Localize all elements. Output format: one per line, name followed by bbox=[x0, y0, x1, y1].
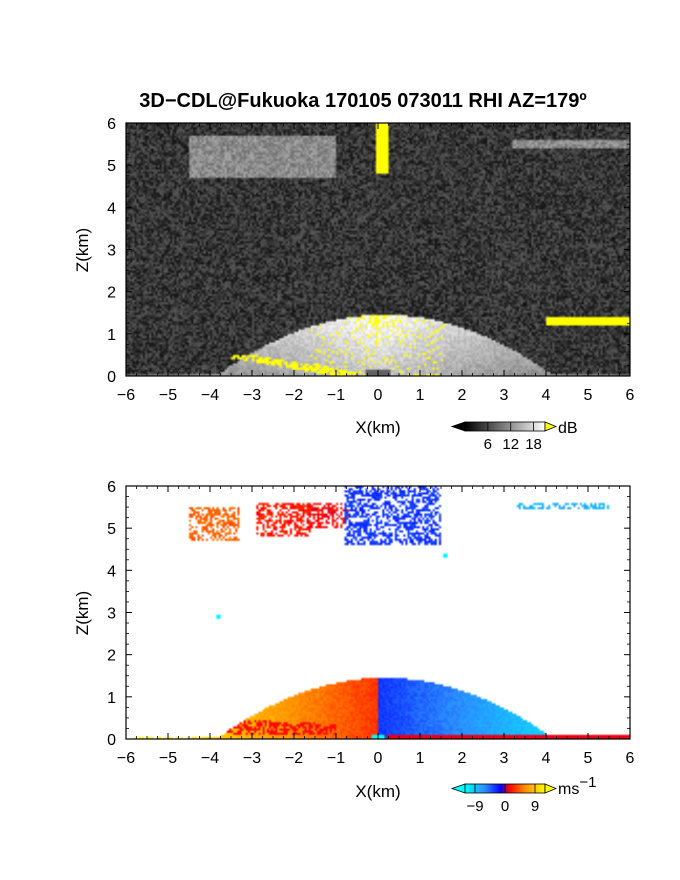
x-axis-label: X(km) bbox=[355, 782, 400, 801]
y-axis-label: Z(km) bbox=[73, 591, 92, 635]
x-tick-label: 4 bbox=[542, 750, 551, 767]
y-tick-label: 3 bbox=[107, 606, 116, 623]
axis-ticks: −6 −5 −4 −3 −2 −1 0 1 2 3 4 5 6 0 1 2 3 4 5 6 bbox=[107, 116, 634, 404]
y-axis-label: Z(km) bbox=[73, 228, 92, 272]
x-tick-label: −1 bbox=[327, 750, 345, 767]
colorbar-ticks: −9 0 9 bbox=[466, 784, 539, 815]
x-tick-label: 2 bbox=[458, 387, 467, 404]
panel-velocity: −6 −5 −4 −3 −2 −1 0 1 2 3 4 5 6 0 1 2 3 4 5 6 X(km) Z(km) −… bbox=[73, 479, 635, 815]
y-tick-label: 4 bbox=[107, 200, 116, 217]
colorbar-low-arrow bbox=[450, 421, 466, 432]
colorbar-ramp bbox=[464, 421, 546, 432]
x-tick-label: −3 bbox=[243, 387, 261, 404]
velocity-heatmap bbox=[126, 486, 630, 739]
x-axis-label: X(km) bbox=[355, 418, 400, 437]
x-tick-label: 5 bbox=[584, 387, 593, 404]
x-tick-label: 0 bbox=[374, 750, 383, 767]
y-tick-label: 0 bbox=[107, 369, 116, 386]
y-tick-label: 5 bbox=[107, 158, 116, 175]
x-tick-label: −2 bbox=[285, 750, 303, 767]
x-tick-label: 0 bbox=[374, 387, 383, 404]
x-tick-label: 3 bbox=[500, 750, 509, 767]
colorbar-unit: dB bbox=[558, 420, 578, 437]
colorbar-velocity: −9 0 9 ms−1 bbox=[450, 774, 596, 815]
y-tick-label: 6 bbox=[107, 116, 116, 133]
colorbar-tick-label: −9 bbox=[466, 798, 483, 815]
x-tick-label: 6 bbox=[626, 387, 635, 404]
x-tick-label: −6 bbox=[117, 387, 135, 404]
colorbar-tick-label: 12 bbox=[502, 436, 519, 453]
chart-title: 3D−CDL@Fukuoka 170105 073011 RHI AZ=179º bbox=[139, 90, 586, 112]
x-tick-label: −4 bbox=[201, 750, 219, 767]
x-tick-label: 4 bbox=[542, 387, 551, 404]
y-tick-label: 3 bbox=[107, 243, 116, 260]
colorbar-tick-label: 6 bbox=[484, 436, 492, 453]
x-tick-label: −1 bbox=[327, 387, 345, 404]
x-tick-label: 1 bbox=[416, 387, 425, 404]
colorbar-ticks: 6 12 18 bbox=[484, 422, 542, 453]
x-tick-label: 3 bbox=[500, 387, 509, 404]
x-tick-label: −5 bbox=[159, 387, 177, 404]
y-tick-label: 2 bbox=[107, 285, 116, 302]
colorbar-tick-label: 0 bbox=[501, 798, 509, 815]
x-tick-label: 2 bbox=[458, 750, 467, 767]
intensity-heatmap bbox=[126, 123, 630, 376]
panel-intensity: 3D−CDL@Fukuoka 170105 073011 RHI AZ=179º… bbox=[73, 90, 635, 453]
y-tick-label: 0 bbox=[107, 732, 116, 749]
x-tick-label: −2 bbox=[285, 387, 303, 404]
colorbar-tick-label: 9 bbox=[531, 798, 539, 815]
y-tick-label: 4 bbox=[107, 563, 116, 580]
plot-area bbox=[126, 486, 630, 739]
axis-ticks: −6 −5 −4 −3 −2 −1 0 1 2 3 4 5 6 0 1 2 3 4 5 6 bbox=[107, 479, 634, 767]
colorbar-unit: ms−1 bbox=[558, 774, 596, 798]
colorbar-intensity: 6 12 18 dB bbox=[450, 420, 578, 453]
y-tick-label: 5 bbox=[107, 521, 116, 538]
plot-area bbox=[126, 123, 630, 376]
y-tick-label: 1 bbox=[107, 690, 116, 707]
y-tick-label: 2 bbox=[107, 648, 116, 665]
colorbar-high-arrow bbox=[544, 421, 558, 432]
colorbar-high-arrow bbox=[544, 783, 558, 794]
x-tick-label: −4 bbox=[201, 387, 219, 404]
x-tick-label: 6 bbox=[626, 750, 635, 767]
colorbar-low-arrow bbox=[450, 783, 466, 794]
x-tick-label: −6 bbox=[117, 750, 135, 767]
x-tick-label: 5 bbox=[584, 750, 593, 767]
x-tick-label: −3 bbox=[243, 750, 261, 767]
colorbar-tick-label: 18 bbox=[525, 436, 542, 453]
x-tick-label: −5 bbox=[159, 750, 177, 767]
y-tick-label: 1 bbox=[107, 327, 116, 344]
x-tick-label: 1 bbox=[416, 750, 425, 767]
y-tick-label: 6 bbox=[107, 479, 116, 496]
